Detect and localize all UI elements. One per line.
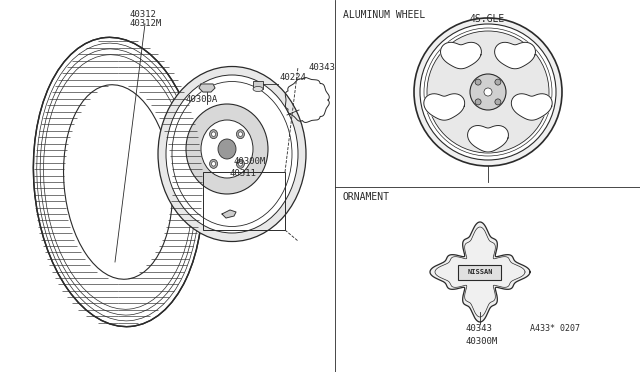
Ellipse shape <box>63 85 172 279</box>
Bar <box>203 172 285 230</box>
Text: 40300A: 40300A <box>185 95 217 104</box>
Polygon shape <box>222 210 236 218</box>
Ellipse shape <box>484 88 492 96</box>
FancyBboxPatch shape <box>458 264 502 279</box>
Ellipse shape <box>212 161 216 166</box>
Polygon shape <box>199 84 215 92</box>
Text: 40311: 40311 <box>230 169 257 178</box>
Text: 4S.GLE: 4S.GLE <box>470 14 505 24</box>
Ellipse shape <box>475 99 481 105</box>
Text: 40224: 40224 <box>280 73 307 82</box>
Ellipse shape <box>158 67 306 241</box>
Text: 40300M: 40300M <box>234 157 266 166</box>
Text: 40312M: 40312M <box>130 19 163 28</box>
Ellipse shape <box>236 159 244 169</box>
Text: NISSAN: NISSAN <box>467 269 493 275</box>
Text: 40343: 40343 <box>309 63 336 72</box>
Ellipse shape <box>414 18 562 166</box>
Ellipse shape <box>470 74 506 110</box>
Ellipse shape <box>420 24 556 160</box>
Ellipse shape <box>201 120 253 178</box>
Ellipse shape <box>239 132 243 137</box>
Ellipse shape <box>209 130 218 139</box>
Polygon shape <box>440 42 481 69</box>
Text: ORNAMENT: ORNAMENT <box>343 192 390 202</box>
Ellipse shape <box>427 31 549 153</box>
Ellipse shape <box>239 161 243 166</box>
Ellipse shape <box>495 99 501 105</box>
Ellipse shape <box>236 130 244 139</box>
Bar <box>253 81 263 89</box>
Polygon shape <box>511 94 552 120</box>
Ellipse shape <box>253 87 263 92</box>
Ellipse shape <box>209 159 218 169</box>
Text: ALUMINUM WHEEL: ALUMINUM WHEEL <box>343 10 425 20</box>
Ellipse shape <box>186 104 268 194</box>
Polygon shape <box>424 94 465 120</box>
Polygon shape <box>430 222 530 322</box>
Text: 40343: 40343 <box>466 324 493 333</box>
Ellipse shape <box>172 81 292 227</box>
Text: 40312: 40312 <box>130 10 157 19</box>
Polygon shape <box>495 42 536 69</box>
Ellipse shape <box>212 132 216 137</box>
Text: A433* 0207: A433* 0207 <box>530 324 580 333</box>
Ellipse shape <box>495 79 501 85</box>
Ellipse shape <box>475 79 481 85</box>
Ellipse shape <box>166 75 298 233</box>
Ellipse shape <box>218 139 236 159</box>
Polygon shape <box>468 125 508 152</box>
Text: 40300M: 40300M <box>466 337 499 346</box>
